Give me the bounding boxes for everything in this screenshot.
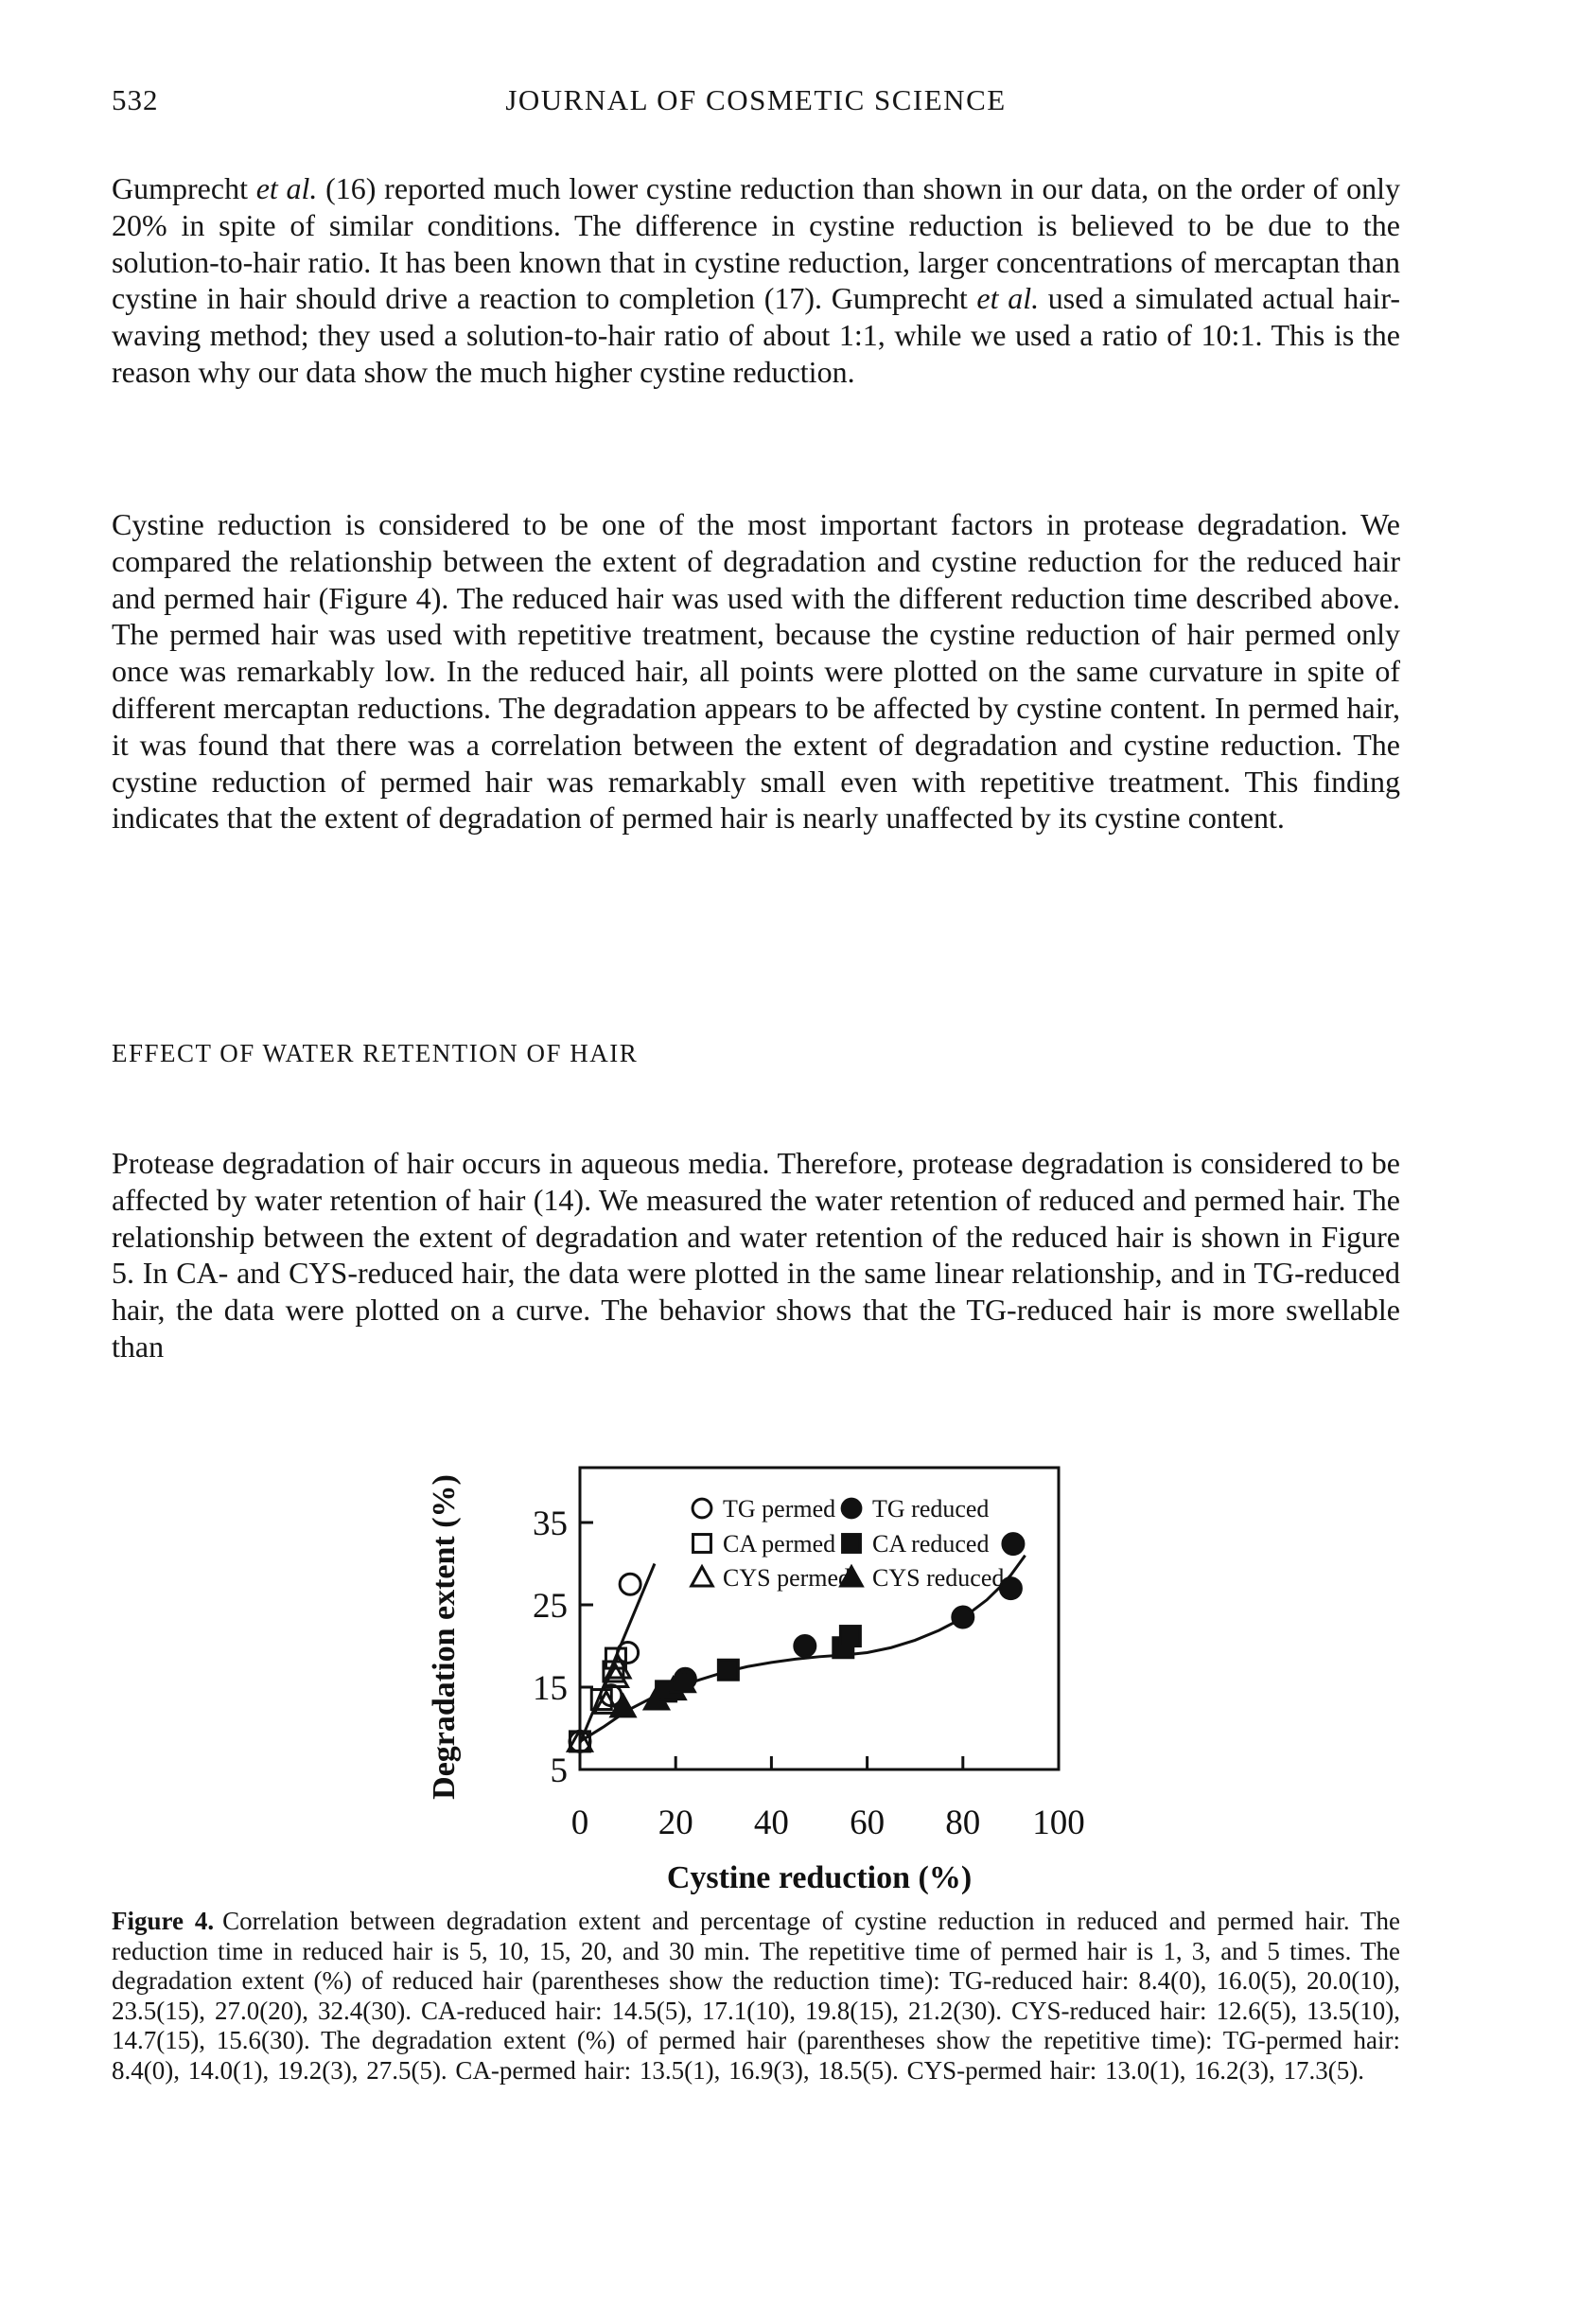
x-tick-label: 100	[1032, 1804, 1085, 1842]
y-tick-label: 25	[533, 1587, 568, 1626]
point-ca-reduced	[716, 1658, 740, 1681]
x-tick-label: 0	[571, 1804, 589, 1842]
legend-label: CA reduced	[872, 1530, 989, 1558]
point-tg-permed	[616, 1640, 640, 1664]
body-paragraph-1: Gumprecht et al. (16) reported much lowe…	[112, 171, 1401, 389]
scatter-chart: 5 15 25 35 0 20 40 60 80 100 Cystine reduction (%)…	[427, 1466, 1085, 1895]
y-tick-label: 15	[533, 1669, 568, 1708]
point-cys-reduced	[608, 1692, 638, 1718]
point-cys-permed	[604, 1653, 633, 1680]
point-tg-reduced	[1001, 1532, 1026, 1557]
figure-label: Figure 4.	[112, 1907, 215, 1935]
x-tick-label: 80	[945, 1804, 980, 1842]
journal-title: JOURNAL OF COSMETIC SCIENCE	[505, 83, 1007, 116]
legend-label: TG reduced	[872, 1495, 989, 1523]
section-heading: EFFECT OF WATER RETENTION OF HAIR	[112, 1039, 639, 1067]
legend-marker-cys-permed	[689, 1563, 715, 1588]
point-ca-reduced	[838, 1625, 862, 1648]
x-tick-label: 40	[754, 1804, 789, 1842]
y-tick-label: 5	[551, 1752, 569, 1790]
legend-marker-cys-reduced	[838, 1563, 865, 1588]
point-tg-reduced	[793, 1634, 817, 1658]
point-tg-reduced	[998, 1576, 1023, 1601]
legend-marker-tg-permed	[691, 1497, 713, 1520]
legend-label: TG permed	[723, 1495, 835, 1523]
y-axis-label: Degradation extent (%)	[427, 1474, 462, 1800]
plot-frame	[578, 1466, 1061, 1771]
page-header: 532 JOURNAL OF COSMETIC SCIENCE	[112, 83, 1400, 117]
y-tick-label: 35	[533, 1505, 568, 1543]
body-paragraph-3: Protease degradation of hair occurs in a…	[112, 1146, 1400, 1364]
legend-label: CYS permed	[723, 1564, 851, 1592]
legend-marker-tg-reduced	[840, 1497, 863, 1520]
x-tick-label: 60	[850, 1804, 885, 1842]
legend-label: CYS reduced	[872, 1564, 1004, 1592]
figure-caption-text: Correlation between degradation extent a…	[112, 1907, 1400, 2085]
x-axis-label: Cystine reduction (%)	[667, 1860, 972, 1895]
legend-label: CA permed	[723, 1530, 835, 1558]
body-paragraph-2: Cystine reduction is considered to be on…	[112, 507, 1400, 836]
point-tg-reduced	[951, 1605, 975, 1629]
point-cys-reduced	[668, 1667, 697, 1694]
point-tg-permed	[618, 1572, 642, 1596]
point-ca-permed	[602, 1660, 625, 1683]
x-tick-label: 20	[658, 1804, 693, 1842]
figure-caption: Figure 4. Correlation between degradation…	[112, 1907, 1400, 2086]
point-cys-permed	[601, 1662, 630, 1689]
point-cys-permed	[591, 1688, 621, 1715]
page-number: 532	[112, 83, 159, 116]
legend-marker-ca-reduced	[841, 1533, 862, 1554]
legend-marker-ca-permed	[692, 1533, 712, 1554]
